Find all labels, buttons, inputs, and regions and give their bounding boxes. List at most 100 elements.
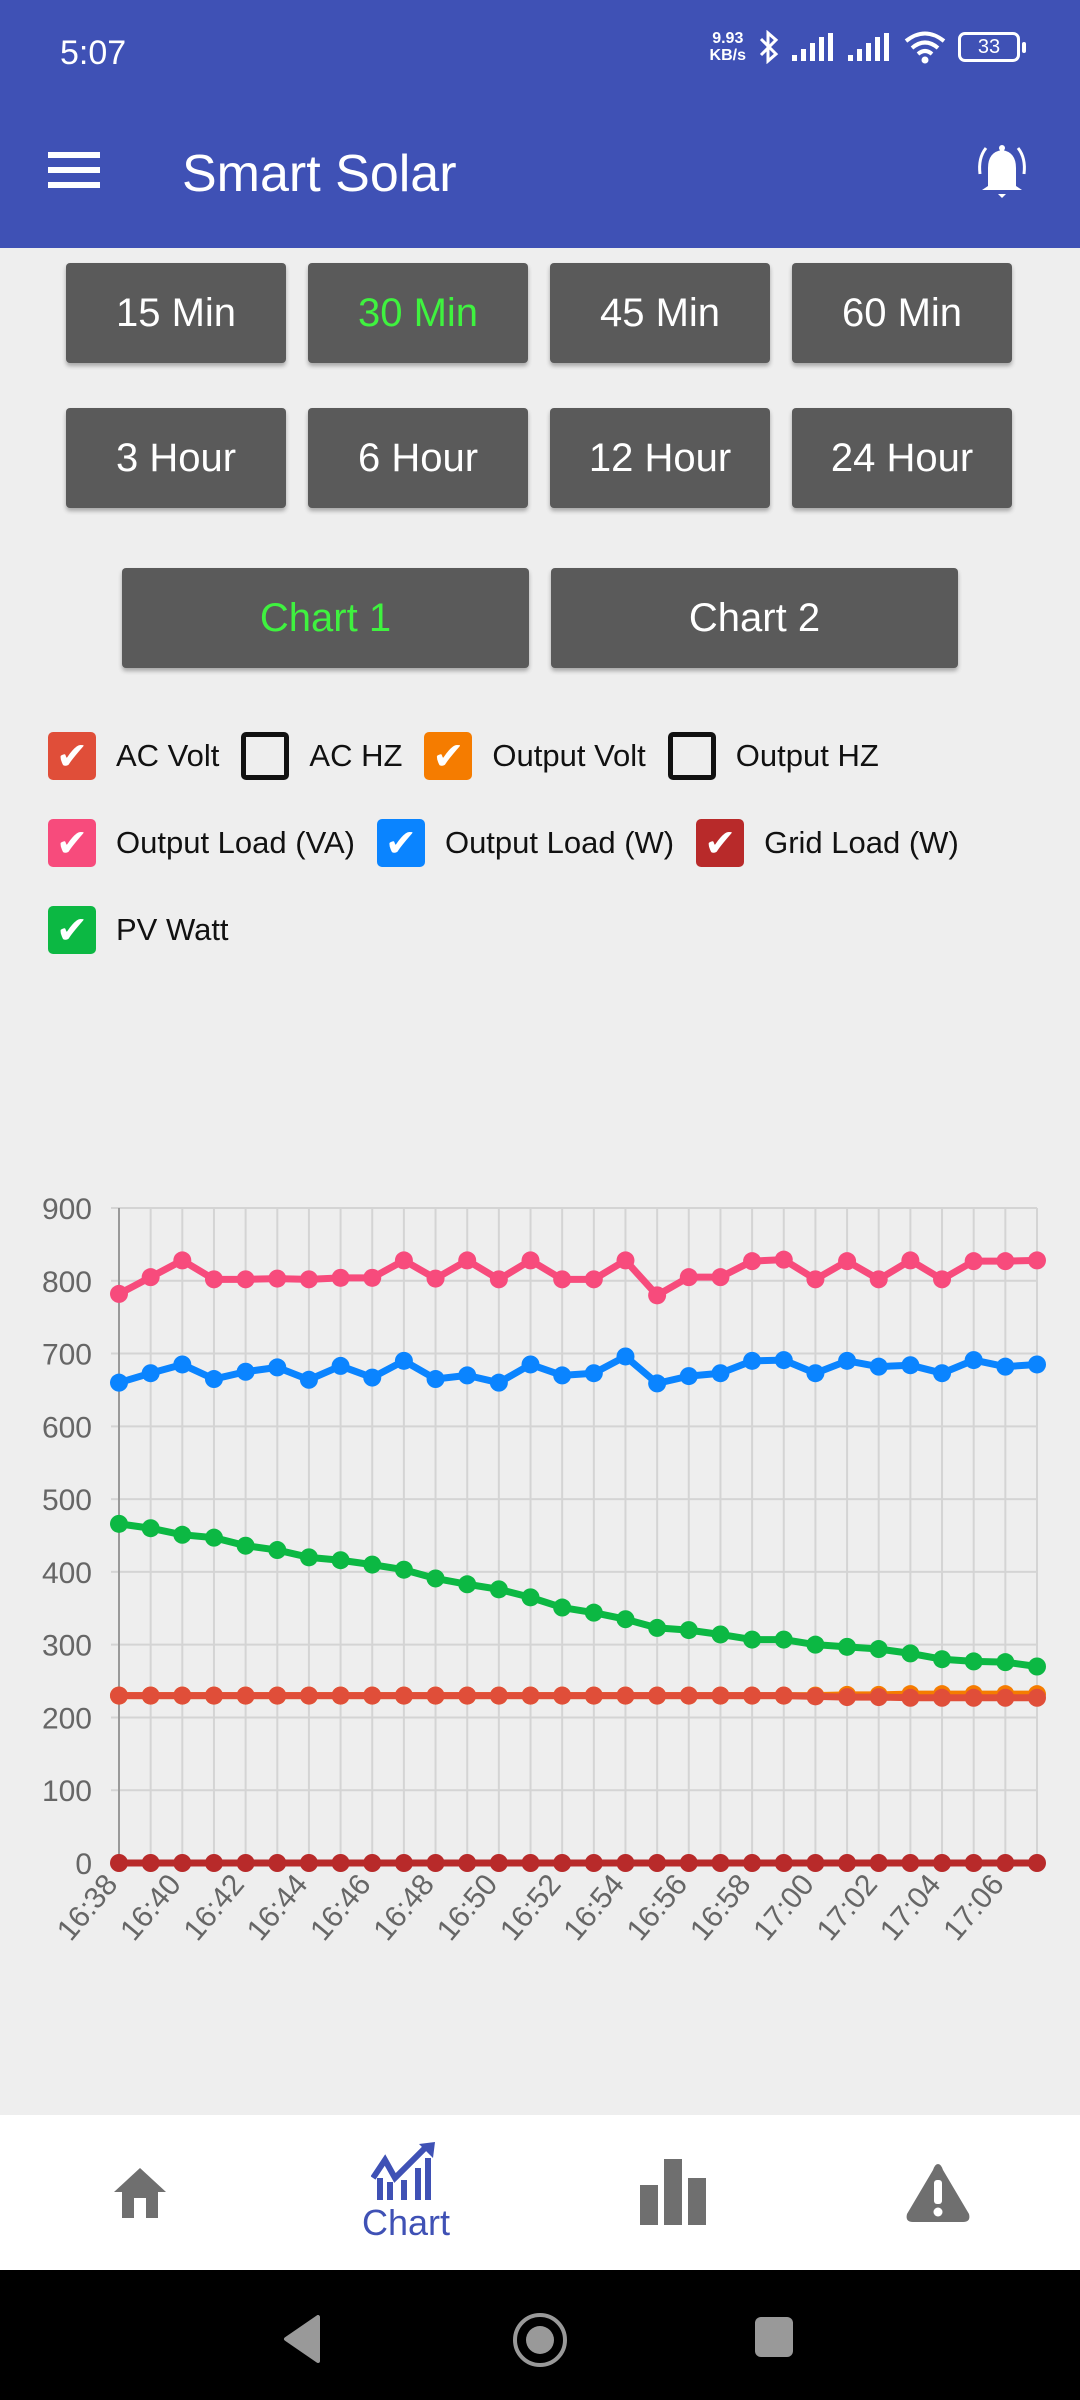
nav-statistics[interactable]	[538, 2115, 808, 2270]
recents-icon[interactable]	[754, 2316, 794, 2358]
checkbox-checked-icon[interactable]: ✔	[376, 819, 425, 867]
legend-item[interactable]: Output HZ	[667, 732, 879, 780]
data-point	[996, 1357, 1015, 1376]
data-point	[236, 1362, 255, 1381]
legend-item[interactable]: ✔ Output Volt	[424, 732, 646, 780]
x-tick-label: 16:48	[367, 1868, 441, 1947]
data-point	[553, 1854, 572, 1872]
data-point	[236, 1536, 255, 1555]
data-point	[806, 1364, 825, 1383]
data-point	[236, 1686, 255, 1705]
data-point	[268, 1269, 287, 1288]
range-button-3-hour[interactable]: 3 Hour	[66, 408, 286, 508]
data-point	[679, 1367, 698, 1386]
chart-button-2[interactable]: Chart 2	[551, 568, 958, 668]
data-point	[679, 1268, 698, 1287]
data-point	[299, 1854, 318, 1872]
data-point	[553, 1366, 572, 1385]
data-point	[584, 1686, 603, 1705]
range-button-45-min[interactable]: 45 Min	[550, 263, 770, 363]
range-button-12-hour[interactable]: 12 Hour	[550, 408, 770, 508]
data-point	[616, 1610, 635, 1629]
checkbox-unchecked-icon[interactable]	[667, 732, 716, 780]
net-speed-unit: KB/s	[709, 47, 746, 64]
wifi-icon	[904, 31, 946, 64]
line-chart: 010020030040050060070080090016:3816:4016…	[42, 1193, 1046, 1947]
y-tick-label: 0	[75, 1848, 92, 1881]
legend-label: Grid Load (W)	[764, 825, 959, 860]
data-point	[489, 1270, 508, 1289]
data-point	[299, 1548, 318, 1567]
data-point	[743, 1252, 762, 1271]
data-point	[299, 1270, 318, 1289]
data-point	[616, 1251, 635, 1270]
x-tick-label: 16:40	[114, 1868, 188, 1947]
series-line-output-load-va-	[117, 1256, 1038, 1299]
data-point	[299, 1370, 318, 1389]
data-point	[173, 1686, 192, 1705]
data-point	[1028, 1854, 1046, 1872]
data-point	[204, 1370, 223, 1389]
checkbox-checked-icon[interactable]: ✔	[48, 906, 96, 954]
checkbox-checked-icon[interactable]: ✔	[696, 819, 745, 867]
legend-item[interactable]: ✔ Grid Load (W)	[696, 819, 959, 867]
data-point	[964, 1688, 983, 1707]
data-point	[774, 1854, 793, 1872]
nav-chart[interactable]: Chart	[271, 2115, 541, 2270]
notification-bell-icon[interactable]	[972, 140, 1032, 204]
range-button-30-min[interactable]: 30 Min	[308, 263, 528, 363]
app-title: Smart Solar	[182, 145, 457, 203]
data-point	[584, 1854, 603, 1872]
signal-icon-2	[848, 33, 889, 61]
data-point	[711, 1854, 730, 1872]
data-point	[838, 1637, 857, 1656]
range-button-60-min[interactable]: 60 Min	[792, 263, 1012, 363]
data-point	[426, 1686, 445, 1705]
data-point	[711, 1686, 730, 1705]
data-point	[774, 1630, 793, 1649]
back-icon[interactable]	[282, 2315, 322, 2363]
data-point	[648, 1374, 667, 1393]
data-point	[774, 1686, 793, 1705]
data-point	[173, 1355, 192, 1374]
legend-item[interactable]: AC HZ	[241, 732, 402, 780]
signal-icon	[792, 33, 833, 61]
checkbox-unchecked-icon[interactable]	[241, 732, 290, 780]
checkbox-checked-icon[interactable]: ✔	[424, 732, 473, 780]
legend-item[interactable]: ✔ Output Load (VA)	[48, 819, 355, 867]
range-button-6-hour[interactable]: 6 Hour	[308, 408, 528, 508]
menu-icon[interactable]	[48, 152, 100, 188]
y-tick-label: 600	[42, 1411, 92, 1444]
nav-alerts[interactable]	[803, 2115, 1073, 2270]
legend-item[interactable]: ✔ AC Volt	[48, 732, 219, 780]
checkbox-checked-icon[interactable]: ✔	[48, 732, 96, 780]
data-point	[964, 1854, 983, 1872]
data-point	[236, 1854, 255, 1872]
data-point	[173, 1251, 192, 1270]
home-button-icon[interactable]	[510, 2310, 570, 2370]
checkbox-checked-icon[interactable]: ✔	[48, 819, 96, 867]
y-tick-label: 800	[42, 1266, 92, 1299]
chart-trend-icon	[371, 2141, 435, 2200]
x-tick-label: 16:44	[241, 1868, 315, 1947]
data-point	[426, 1569, 445, 1588]
legend-item[interactable]: ✔ PV Watt	[48, 906, 229, 954]
data-point	[110, 1854, 128, 1872]
nav-home[interactable]	[5, 2115, 275, 2270]
x-tick-label: 16:42	[177, 1868, 251, 1947]
data-point	[363, 1268, 382, 1287]
data-point	[869, 1688, 888, 1707]
data-point	[838, 1688, 857, 1707]
chart-button-1[interactable]: Chart 1	[122, 568, 529, 668]
legend-item[interactable]: ✔ Output Load (W)	[376, 819, 674, 867]
data-point	[268, 1854, 287, 1872]
data-point	[584, 1603, 603, 1622]
range-button-24-hour[interactable]: 24 Hour	[792, 408, 1012, 508]
data-point	[268, 1358, 287, 1377]
data-point	[616, 1686, 635, 1705]
data-point	[204, 1854, 223, 1872]
data-point	[553, 1598, 572, 1617]
data-point	[806, 1635, 825, 1654]
data-point	[173, 1854, 192, 1872]
range-button-15-min[interactable]: 15 Min	[66, 263, 286, 363]
